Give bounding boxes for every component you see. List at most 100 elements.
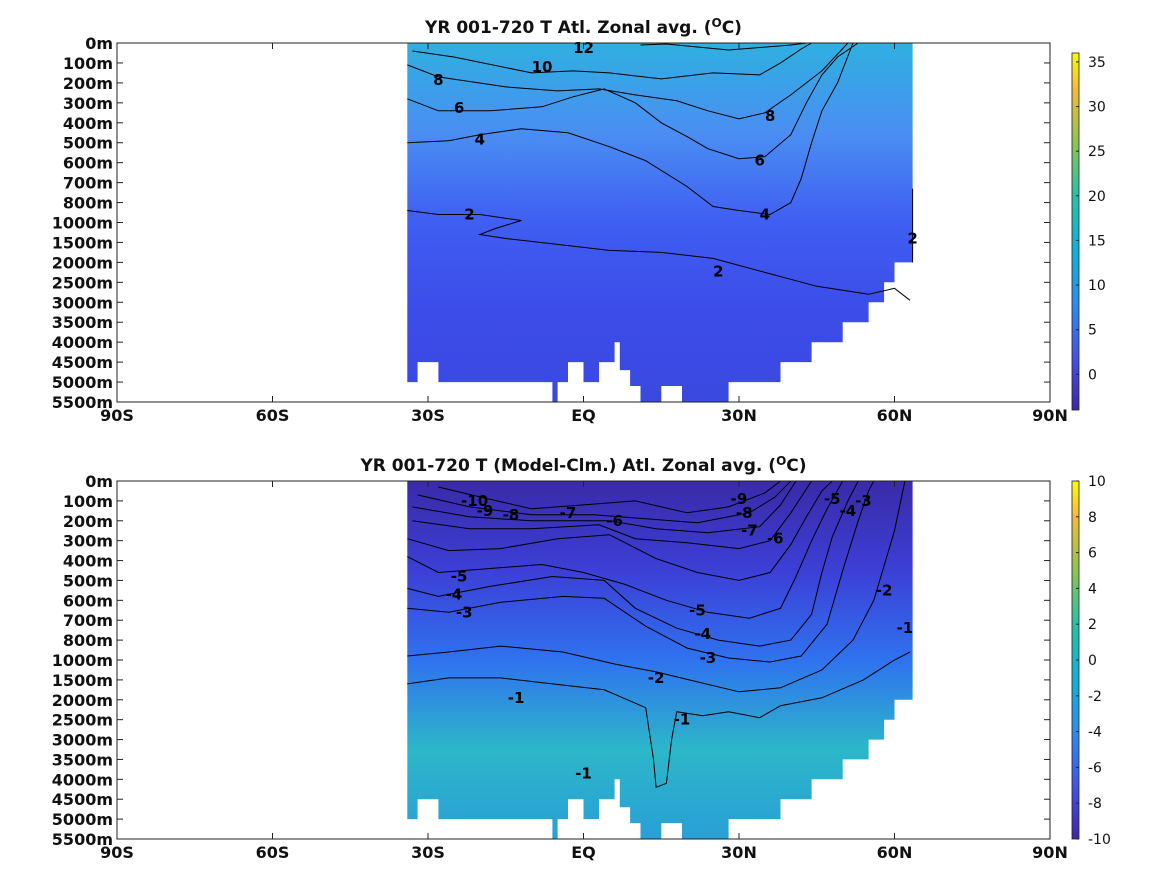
contour-label: -5 (824, 490, 841, 508)
y-tick-label: 2500m (52, 711, 113, 730)
contour-label: -4 (446, 585, 463, 603)
contour-label: -9 (731, 490, 748, 508)
colorbar (1071, 52, 1080, 411)
y-tick-label: 1000m (52, 651, 113, 670)
colorbar-tick-label: -2 (1088, 689, 1102, 705)
contour-line (407, 210, 911, 301)
y-tick-label: 500m (63, 134, 113, 153)
contour-label: -6 (767, 530, 784, 548)
colorbar-tick-label: 6 (1088, 546, 1097, 562)
y-tick-label: 3500m (52, 313, 113, 332)
colorbar-tick-label: 5 (1088, 323, 1097, 339)
y-tick-label: 700m (63, 611, 113, 630)
contour-label: 2 (907, 230, 917, 248)
y-tick-label: 4000m (52, 333, 113, 352)
colorbar-tick-label: -4 (1088, 725, 1102, 741)
y-tick-label: 0m (85, 34, 113, 53)
x-tick-label: 90N (1032, 406, 1068, 425)
chart-panel-2: -10-9 -8 -7 -6-9-8-7 -6-5-4-3-5-4-3 -5-4-3-2-… (52, 454, 1111, 862)
colorbar-tick-label: 20 (1088, 189, 1106, 205)
contour-label: -7 (741, 522, 758, 540)
colorbar-tick-label: 30 (1088, 100, 1106, 116)
x-tick-label: 60S (256, 406, 290, 425)
colorbar-tick-label: 15 (1088, 233, 1106, 249)
contour-line (407, 42, 854, 216)
colorbar-tick-label: 10 (1088, 474, 1106, 490)
contour-label: -5 (689, 601, 706, 619)
contour-label: 4 (760, 206, 770, 224)
colorbar-tick-label: 35 (1088, 55, 1106, 71)
contour-line (640, 42, 807, 51)
x-tick-label: 90N (1032, 843, 1068, 862)
contour-line (407, 42, 859, 160)
colorbar-tick-label: 2 (1088, 617, 1097, 633)
y-tick-label: 5500m (52, 393, 113, 412)
colorbar-tick-label: 10 (1088, 278, 1106, 294)
y-tick-label: 2000m (52, 691, 113, 710)
y-tick-label: 2000m (52, 253, 113, 272)
contour-label: 8 (433, 71, 443, 89)
contour-line (412, 480, 797, 534)
colorbar-tick-label: 0 (1088, 367, 1097, 383)
ocean-field (407, 481, 913, 839)
contour-line (412, 480, 813, 550)
contour-label: 2 (713, 262, 723, 280)
contour-label: -2 (648, 669, 665, 687)
y-tick-label: 800m (63, 631, 113, 650)
contour-label: -1 (674, 711, 691, 729)
contour-label: -4 (840, 502, 857, 520)
y-tick-label: 700m (63, 174, 113, 193)
contour-label: -1 (575, 764, 592, 782)
x-tick-label: 30N (721, 843, 757, 862)
contour-line (407, 651, 911, 789)
colorbar-tick-label: 8 (1088, 510, 1097, 526)
y-tick-label: 1000m (52, 214, 113, 233)
y-tick-label: 400m (63, 552, 113, 571)
y-tick-label: 600m (63, 591, 113, 610)
x-tick-label: 30N (721, 406, 757, 425)
contour-line (407, 480, 859, 647)
contour-label: -6 (606, 512, 623, 530)
contour-label: 6 (454, 99, 464, 117)
y-tick-label: 200m (63, 74, 113, 93)
x-tick-label: 60S (256, 843, 290, 862)
colorbar-tick-label: -10 (1088, 832, 1111, 848)
y-tick-label: 200m (63, 512, 113, 531)
y-tick-label: 100m (63, 54, 113, 73)
y-tick-label: 600m (63, 154, 113, 173)
chart-title: YR 001-720 T (Model-Clm.) Atl. Zonal avg… (359, 454, 806, 476)
contour-line (407, 480, 906, 693)
contour-label: 2 (464, 206, 474, 224)
colorbar-tick-label: 25 (1088, 144, 1106, 160)
x-tick-label: 30S (411, 406, 445, 425)
y-tick-label: 800m (63, 194, 113, 213)
contour-label: -8 (736, 504, 753, 522)
contour-label: -1 (897, 619, 914, 637)
y-tick-label: 5000m (52, 373, 113, 392)
y-tick-label: 4000m (52, 770, 113, 789)
y-tick-label: 100m (63, 492, 113, 511)
contour-label: 10 (532, 58, 553, 76)
contour-label: -7 (560, 504, 577, 522)
colorbar-tick-label: 4 (1088, 581, 1097, 597)
colorbar-tick-label: -8 (1088, 796, 1102, 812)
chart-title: YR 001-720 T Atl. Zonal avg. (OC) (424, 16, 742, 38)
contour-label: -5 (451, 568, 468, 586)
contour-label: 4 (475, 131, 485, 149)
y-tick-label: 300m (63, 94, 113, 113)
y-tick-label: 1500m (52, 233, 113, 252)
contour-line (417, 480, 792, 524)
y-tick-label: 3000m (52, 731, 113, 750)
ocean-field (407, 43, 913, 402)
y-tick-label: 400m (63, 114, 113, 133)
contour-label: -1 (508, 689, 525, 707)
x-tick-label: EQ (571, 843, 596, 862)
contour-label: -2 (876, 581, 893, 599)
y-tick-label: 5000m (52, 810, 113, 829)
colorbar-tick-label: -6 (1088, 760, 1102, 776)
contour-label: -3 (855, 492, 872, 510)
y-tick-label: 3000m (52, 293, 113, 312)
x-tick-label: 90S (100, 843, 134, 862)
y-tick-label: 500m (63, 571, 113, 590)
y-tick-label: 5500m (52, 830, 113, 849)
